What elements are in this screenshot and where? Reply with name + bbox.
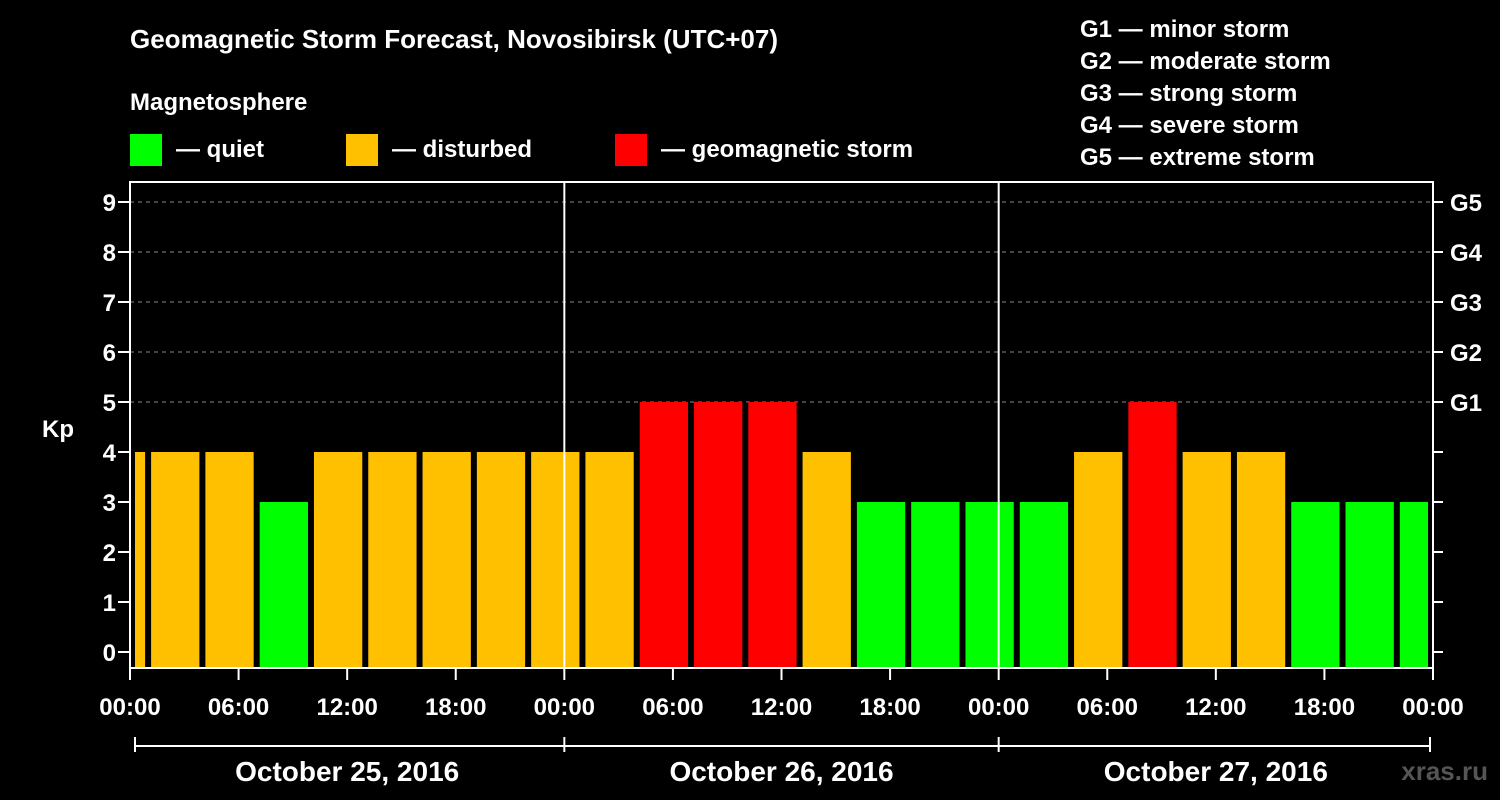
bar-5 [368, 452, 417, 668]
g-level-label-G4: G4 [1450, 240, 1483, 267]
bar-18 [1074, 452, 1123, 668]
bar-3 [259, 502, 308, 668]
x-tick-label-10: 12:00 [1185, 694, 1246, 721]
x-tick-label-0: 00:00 [99, 694, 160, 721]
y-tick-label-4: 4 [103, 440, 117, 467]
status-legend: — quiet — disturbed — geomagnetic storm [130, 134, 913, 166]
x-tick-label-6: 12:00 [751, 694, 812, 721]
y-tick-label-3: 3 [103, 490, 116, 517]
bar-8 [531, 452, 580, 668]
x-tick-label-2: 12:00 [316, 694, 377, 721]
day-label-0: October 25, 2016 [235, 756, 459, 787]
y-tick-label-2: 2 [103, 540, 116, 567]
y-axis-label: Kp [42, 416, 74, 443]
legend-swatch-0 [130, 134, 162, 166]
bar-4 [313, 452, 363, 668]
y-tick-label-0: 0 [103, 640, 116, 667]
x-axis: 00:00 06:00 12:00 18:00 00:00 06:00 12:00 18:00… [99, 668, 1464, 721]
watermark: xras.ru [1401, 756, 1488, 786]
bar-13 [802, 452, 851, 668]
bar-24 [1399, 502, 1428, 668]
x-tick-label-11: 18:00 [1294, 694, 1355, 721]
x-tick-label-9: 06:00 [1077, 694, 1138, 721]
g-level-label-G5: G5 [1450, 190, 1482, 217]
g-level-label-G1: G1 [1450, 390, 1482, 417]
bars [135, 402, 1428, 668]
x-tick-label-7: 18:00 [859, 694, 920, 721]
x-tick-label-8: 00:00 [968, 694, 1029, 721]
x-tick-label-5: 06:00 [642, 694, 703, 721]
x-tick-label-1: 06:00 [208, 694, 269, 721]
g-scale-axis: G1 G2 G3 G4 G5 [1450, 190, 1483, 417]
bar-19 [1128, 402, 1177, 668]
y-tick-label-6: 6 [103, 340, 116, 367]
bar-12 [748, 402, 797, 668]
g-scale-legend-item-3: G4 — severe storm [1080, 112, 1299, 139]
g-level-label-G3: G3 [1450, 290, 1482, 317]
bar-9 [585, 452, 634, 668]
bar-15 [911, 502, 960, 668]
legend-swatch-1 [346, 134, 378, 166]
bar-7 [476, 452, 526, 668]
y-axis: 0 1 2 3 4 5 6 7 8 9 [103, 190, 1443, 667]
y-tick-label-7: 7 [103, 290, 116, 317]
bar-0 [135, 452, 146, 668]
bar-11 [694, 402, 743, 668]
bar-22 [1291, 502, 1340, 668]
day-axis: October 25, 2016 October 26, 2016 October … [134, 737, 1431, 787]
y-tick-label-8: 8 [103, 240, 116, 267]
g-scale-legend-item-2: G3 — strong storm [1080, 80, 1297, 107]
legend-label-2: — geomagnetic storm [661, 136, 913, 163]
bar-16 [965, 502, 1014, 668]
bar-17 [1019, 502, 1069, 668]
bar-23 [1345, 502, 1394, 668]
bar-14 [856, 502, 906, 668]
bar-2 [205, 452, 254, 668]
g-scale-legend-item-1: G2 — moderate storm [1080, 48, 1331, 75]
day-label-2: October 27, 2016 [1104, 756, 1328, 787]
bar-10 [639, 402, 689, 668]
legend-label-0: — quiet [176, 136, 264, 163]
chart-title: Geomagnetic Storm Forecast, Novosibirsk … [130, 24, 778, 54]
g-scale-legend-item-4: G5 — extreme storm [1080, 144, 1315, 171]
g-level-label-G2: G2 [1450, 340, 1482, 367]
g-scale-legend: G1 — minor storm G2 — moderate storm G3 — … [1080, 16, 1331, 171]
bar-21 [1236, 452, 1286, 668]
legend-swatch-2 [615, 134, 647, 166]
x-tick-label-3: 18:00 [425, 694, 486, 721]
bar-1 [151, 452, 200, 668]
g-scale-legend-item-0: G1 — minor storm [1080, 16, 1289, 43]
x-tick-label-4: 00:00 [534, 694, 595, 721]
day-separators [563, 182, 1000, 668]
legend-label-1: — disturbed [392, 136, 532, 163]
y-tick-label-9: 9 [103, 190, 116, 217]
x-tick-label-12: 00:00 [1402, 694, 1463, 721]
y-tick-label-5: 5 [103, 390, 116, 417]
day-label-1: October 26, 2016 [669, 756, 893, 787]
bar-6 [422, 452, 471, 668]
y-tick-label-1: 1 [103, 590, 116, 617]
legend-title: Magnetosphere [130, 89, 307, 116]
bar-20 [1182, 452, 1231, 668]
